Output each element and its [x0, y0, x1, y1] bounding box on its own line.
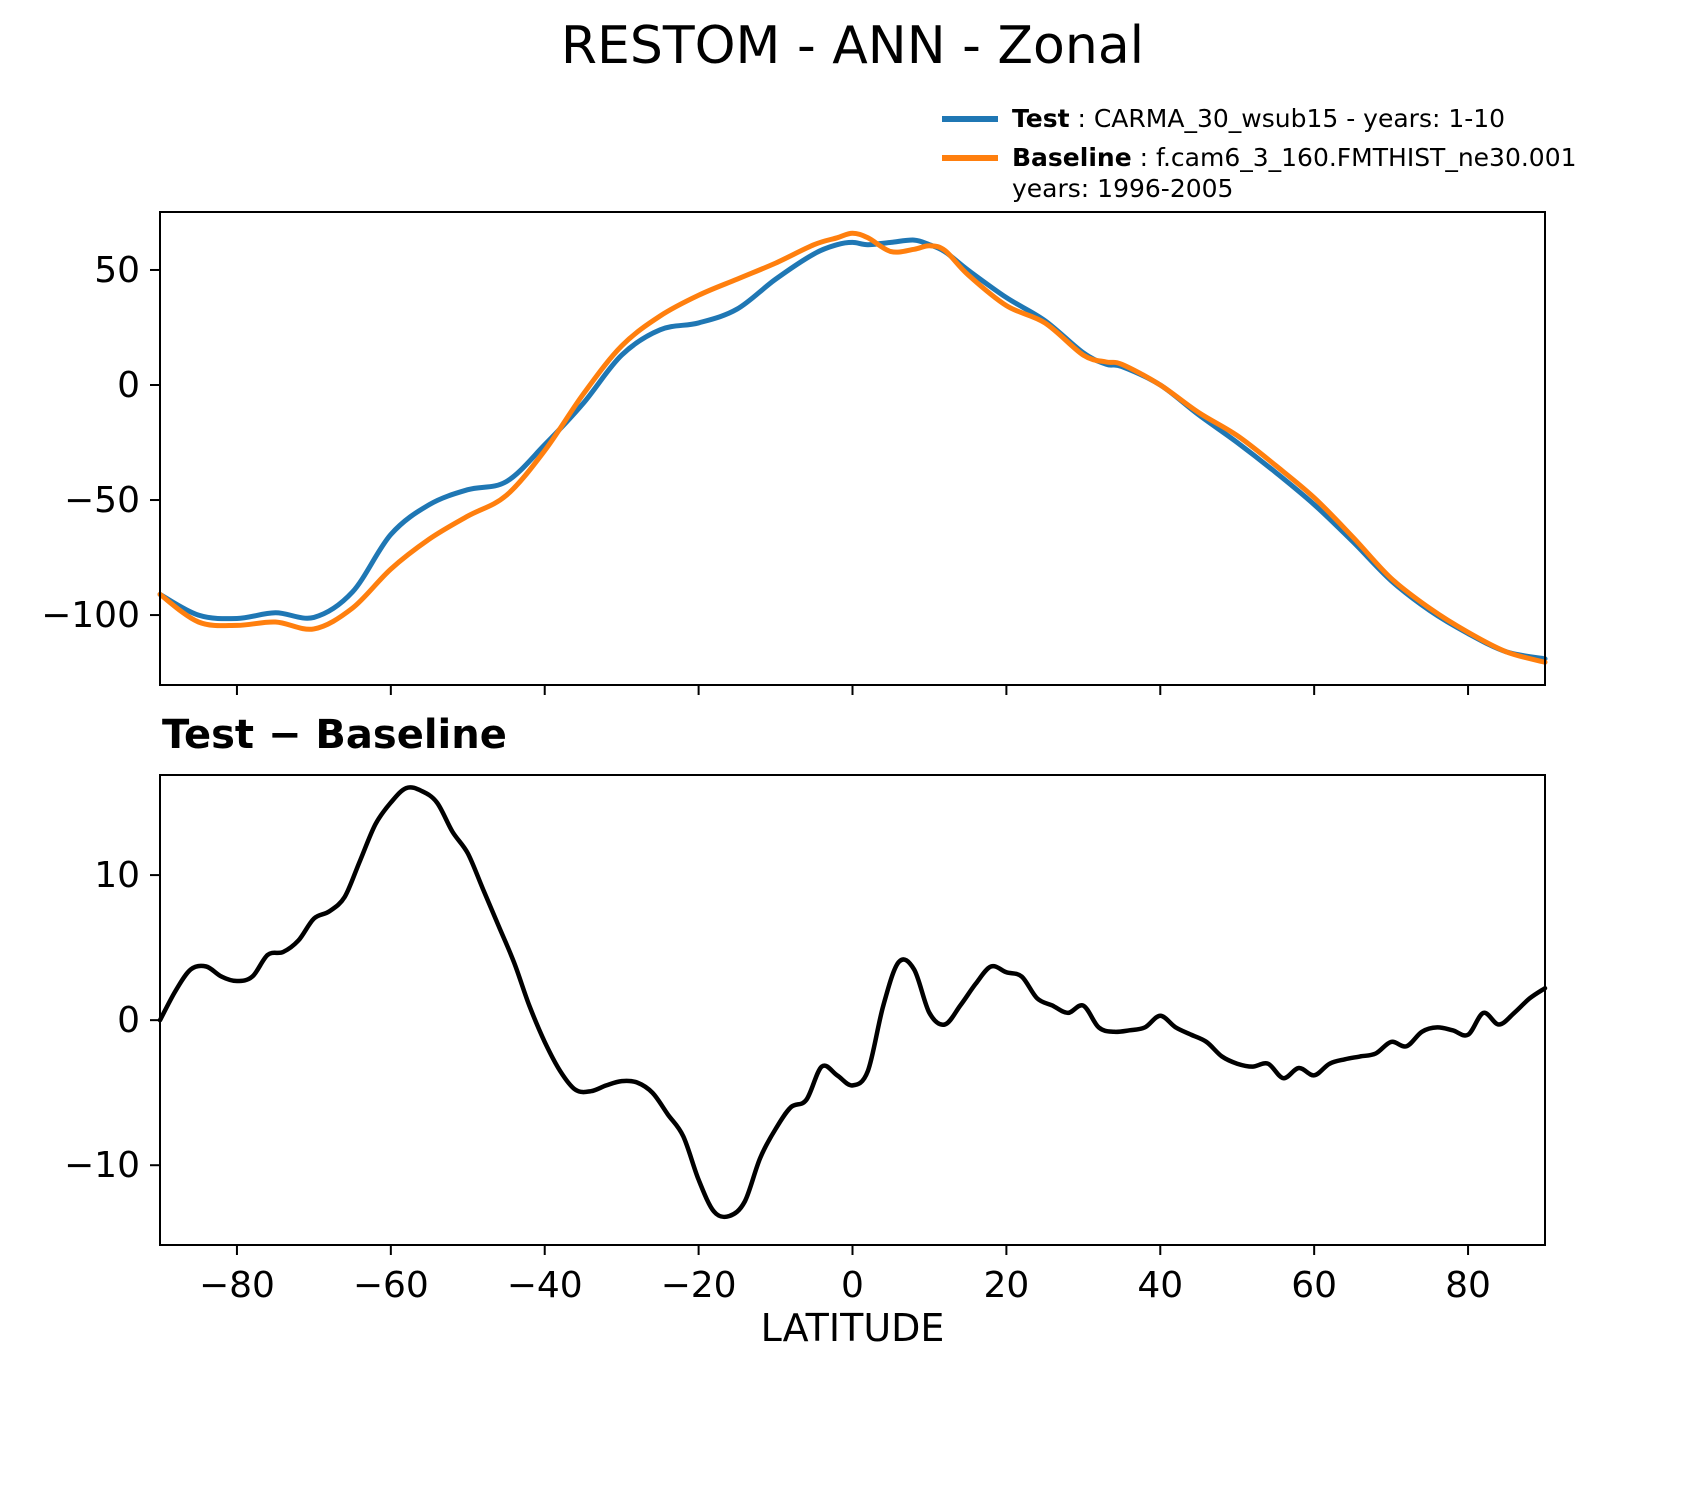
svg-text:−20: −20: [661, 1265, 737, 1306]
legend-item-baseline: Baseline : f.cam6_3_160.FMTHIST_ne30.001…: [942, 142, 1582, 204]
svg-text:−40: −40: [507, 1265, 583, 1306]
legend-baseline-label: Baseline: [1012, 143, 1132, 172]
svg-text:50: 50: [94, 250, 140, 291]
figure-title: RESTOM - ANN - Zonal: [560, 16, 1145, 76]
legend: Test : CARMA_30_wsub15 - years: 1-10 Bas…: [942, 103, 1582, 204]
svg-text:40: 40: [1137, 1265, 1183, 1306]
baseline-line-swatch: [942, 155, 998, 161]
legend-test-label: Test: [1012, 104, 1070, 133]
svg-text:−60: −60: [353, 1265, 429, 1306]
svg-text:10: 10: [94, 855, 140, 896]
svg-text:−100: −100: [41, 595, 140, 636]
svg-text:0: 0: [841, 1265, 864, 1306]
x-axis-label: LATITUDE: [760, 1306, 945, 1350]
diff-panel-title: Test − Baseline: [162, 712, 507, 758]
zonal-mean-chart: 50 0 −50 −100: [41, 211, 1548, 695]
svg-text:80: 80: [1445, 1265, 1491, 1306]
svg-text:−10: −10: [64, 1145, 140, 1186]
legend-baseline-years: years: 1996-2005: [1012, 174, 1234, 203]
legend-test-desc: : CARMA_30_wsub15 - years: 1-10: [1069, 104, 1506, 133]
test-line-swatch: [942, 116, 998, 122]
legend-baseline-desc: : f.cam6_3_160.FMTHIST_ne30.001: [1131, 143, 1577, 172]
svg-text:0: 0: [117, 1000, 140, 1041]
svg-text:−50: −50: [64, 480, 140, 521]
svg-text:20: 20: [983, 1265, 1029, 1306]
svg-text:60: 60: [1291, 1265, 1337, 1306]
svg-text:−80: −80: [199, 1265, 275, 1306]
svg-text:0: 0: [117, 365, 140, 406]
legend-item-test: Test : CARMA_30_wsub15 - years: 1-10: [942, 103, 1582, 134]
